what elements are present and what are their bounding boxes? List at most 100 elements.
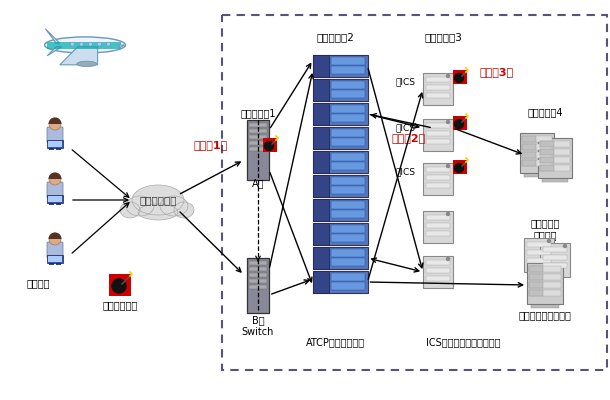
Bar [47,140,63,148]
Circle shape [447,74,450,78]
Bar [426,175,450,180]
Bar [527,250,551,255]
Text: 新ICS: 新ICS [396,124,416,132]
Bar [312,199,367,221]
Bar [453,70,467,84]
Bar [426,85,450,90]
Bar [312,55,367,77]
Bar [522,136,552,142]
Text: B系
Switch: B系 Switch [242,315,274,337]
Bar [540,157,554,163]
Bar [249,147,267,151]
Bar [426,93,450,98]
Circle shape [447,120,450,124]
Bar [426,123,450,128]
Bar [540,165,554,171]
Bar [543,263,567,268]
Text: 新ICS: 新ICS [396,78,416,86]
Bar [453,160,467,174]
Bar [529,290,544,296]
Ellipse shape [77,61,97,66]
Bar [312,247,367,269]
Ellipse shape [160,196,188,216]
Wedge shape [49,118,62,124]
Polygon shape [119,45,124,48]
Bar [249,141,267,145]
Bar [47,42,121,49]
Bar [426,215,450,220]
Circle shape [564,244,567,248]
Text: 冗長化構成2: 冗長化構成2 [316,32,354,42]
Text: 国内旅客系
システム: 国内旅客系 システム [530,218,560,240]
Bar [56,197,61,205]
Bar [540,157,570,163]
Bar [331,114,365,122]
Text: ネットワーク: ネットワーク [139,195,177,205]
Bar [47,195,63,203]
Bar [263,138,277,152]
Ellipse shape [174,202,194,218]
Bar [426,77,450,82]
Bar [249,278,267,282]
Bar [249,129,267,133]
Bar [522,160,536,166]
Bar [331,57,365,65]
Text: 冗長化構成3: 冗長化構成3 [424,32,462,42]
Circle shape [98,42,101,46]
Text: 冗長化構成1: 冗長化構成1 [240,108,276,118]
Bar [312,55,329,77]
Bar [331,201,365,209]
Bar [540,149,554,155]
Bar [312,271,367,293]
Bar [426,231,450,236]
Bar [520,133,554,173]
Bar [543,247,567,252]
Bar [249,284,267,288]
Bar [247,258,269,312]
Bar [312,247,329,269]
Bar [331,90,365,98]
Bar [48,196,62,202]
Bar [331,258,365,266]
Bar [453,116,467,130]
Bar [529,274,544,280]
Bar [522,160,552,166]
Circle shape [454,74,464,82]
Circle shape [447,212,450,216]
Bar [48,256,62,262]
FancyBboxPatch shape [423,211,453,243]
Ellipse shape [138,204,178,220]
Bar [56,142,61,150]
Circle shape [49,173,61,185]
Polygon shape [47,47,62,56]
Text: 原因（1）: 原因（1） [193,140,228,150]
Bar [48,141,62,147]
Bar [426,183,450,188]
Bar [540,141,570,147]
Bar [312,79,329,101]
Text: A系: A系 [252,178,264,188]
Bar [331,177,365,185]
Ellipse shape [120,202,140,218]
Polygon shape [60,47,98,65]
Bar [522,152,536,158]
Bar [249,272,267,276]
Circle shape [548,240,550,242]
Text: 原因（2）: 原因（2） [392,133,426,143]
Bar [249,135,267,139]
Bar [331,138,365,146]
Circle shape [106,42,110,46]
Bar [331,273,365,281]
Ellipse shape [126,196,154,216]
Circle shape [88,42,92,46]
Text: ATCPゲートウェイ: ATCPゲートウェイ [306,337,365,347]
FancyBboxPatch shape [423,73,453,105]
Bar [540,141,554,147]
Bar [331,153,365,161]
Bar [247,120,269,180]
Bar [331,129,365,137]
Bar [312,175,329,197]
Bar [331,162,365,170]
Bar [312,223,329,245]
Bar [49,257,54,265]
